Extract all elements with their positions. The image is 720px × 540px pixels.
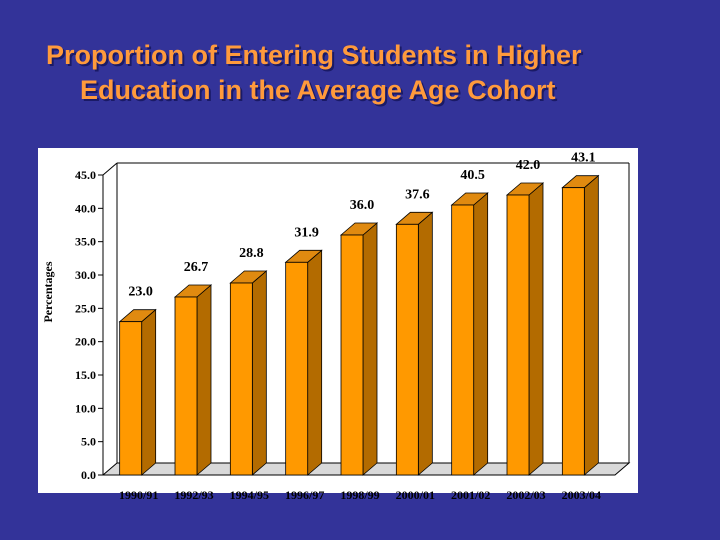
bar [340,234,364,476]
slide-title-line-2: Education in the Average Age Cohort [80,75,556,105]
y-tick-label: 30.0 [75,268,96,282]
x-tick-label: 1994/95 [230,488,269,502]
y-tick-label: 25.0 [75,301,96,315]
data-label: 42.0 [516,158,541,173]
slide-title-line-1: Proportion of Entering Students in Highe… [46,40,582,70]
x-tick-label: 1990/91 [119,488,158,502]
bar-side-face [417,211,433,476]
bar [119,321,143,476]
x-tick-label: 1996/97 [285,488,324,502]
y-tick-label: 5.0 [81,435,96,449]
y-tick-label: 20.0 [75,335,96,349]
x-tick-label: 1998/99 [340,488,379,502]
bar [395,223,419,476]
y-axis-label: Percentages [41,261,55,322]
x-tick-label: 1992/93 [174,488,213,502]
bar-side-face [251,270,267,476]
bar-side-face [528,182,544,476]
bar [451,204,475,476]
y-tick-label: 35.0 [75,235,96,249]
y-tick-label: 40.0 [75,201,96,215]
data-label: 26.7 [184,260,209,275]
bar-side-face [196,284,212,476]
bar-side-face [307,249,323,476]
bar-side-face [362,222,378,476]
y-tick-label: 0.0 [81,468,96,482]
data-label: 28.8 [239,246,264,261]
data-label: 23.0 [128,285,153,300]
y-tick-label: 45.0 [75,168,96,182]
data-label: 36.0 [350,198,375,213]
y-tick-label: 10.0 [75,401,96,415]
bar [561,187,585,476]
bar-side-face [141,308,157,476]
bar [229,282,253,476]
bar-side-face [583,174,599,476]
data-label: 43.1 [571,151,596,166]
bar-side-face [473,192,489,476]
bar [285,261,309,476]
data-label: 37.6 [405,187,430,202]
bar [506,194,530,476]
x-tick-label: 2003/04 [562,488,601,502]
y-tick-label: 15.0 [75,368,96,382]
slide-title: Proportion of Entering Students in Highe… [0,38,720,108]
x-tick-label: 2001/02 [451,488,490,502]
x-tick-label: 2000/01 [396,488,435,502]
bar [174,296,198,476]
data-label: 40.5 [460,168,485,183]
axis-top-edge [102,162,118,176]
x-tick-label: 2002/03 [506,488,545,502]
data-label: 31.9 [294,225,319,240]
